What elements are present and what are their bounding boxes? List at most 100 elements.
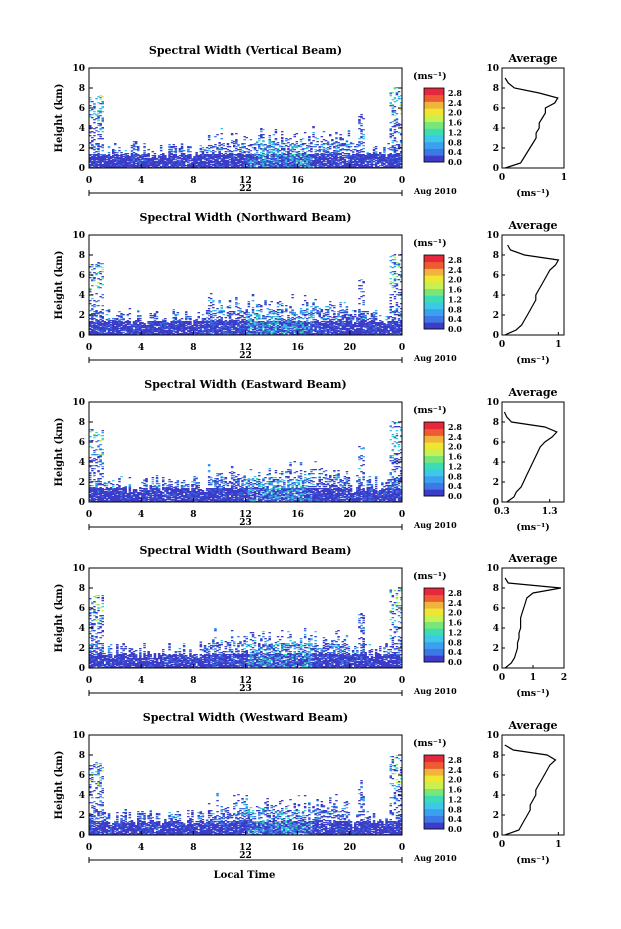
heatmap-cell — [101, 327, 104, 329]
heatmap-cell — [128, 159, 132, 161]
heatmap-cell — [224, 153, 228, 155]
heatmap-cell — [195, 320, 198, 322]
heatmap-cell — [339, 158, 342, 160]
heatmap-cell — [130, 324, 134, 326]
heatmap-cell — [109, 326, 113, 328]
heatmap-cell — [270, 323, 273, 325]
heatmap-cell — [276, 327, 280, 329]
heatmap-cell — [253, 163, 257, 165]
heatmap-cell — [281, 330, 284, 332]
heatmap-cell — [393, 155, 397, 157]
heatmap-cell — [343, 302, 347, 304]
heatmap-cell — [199, 329, 203, 331]
heatmap-cell — [354, 158, 357, 160]
heatmap-cell — [241, 164, 244, 166]
heatmap-cell — [112, 152, 115, 154]
heatmap-cell — [272, 331, 276, 333]
heatmap-cell — [291, 161, 294, 163]
heatmap-cell — [95, 329, 98, 331]
heatmap-cell — [249, 155, 253, 157]
heatmap-cell — [126, 166, 130, 168]
heatmap-cell — [306, 309, 309, 311]
heatmap-cell — [235, 164, 238, 166]
heatmap-cell — [230, 163, 234, 165]
heatmap-cell — [278, 161, 282, 163]
heatmap-cell — [159, 328, 163, 330]
heatmap-cell — [151, 162, 155, 164]
heatmap-cell — [343, 327, 347, 329]
heatmap-cell — [377, 162, 380, 164]
heatmap-cell — [364, 161, 367, 163]
heatmap-cell — [170, 322, 173, 324]
heatmap-cell — [324, 309, 328, 311]
heatmap-cell — [299, 317, 303, 319]
heatmap-cell — [247, 154, 251, 156]
heatmap-cell — [112, 324, 115, 326]
heatmap-cell — [201, 163, 205, 165]
heatmap-cell — [395, 119, 399, 121]
heatmap-cell — [341, 331, 344, 333]
heatmap-cell — [272, 166, 276, 168]
heatmap-cell — [185, 332, 188, 334]
heatmap-cell — [205, 159, 209, 161]
heatmap-cell — [270, 161, 273, 163]
heatmap-cell — [331, 158, 334, 160]
heatmap-cell — [178, 328, 182, 330]
colorbar-tick-label: 0.8 — [448, 137, 462, 147]
heatmap-cell — [176, 158, 180, 160]
heatmap-cell — [203, 154, 207, 156]
heatmap-cell — [205, 324, 209, 326]
heatmap-cell — [349, 159, 353, 161]
heatmap-cell — [260, 128, 263, 130]
heatmap-cell — [172, 313, 175, 315]
heatmap-cell — [362, 160, 365, 162]
heatmap-cell — [235, 141, 238, 143]
heatmap-cell — [374, 160, 378, 162]
heatmap-cell — [285, 140, 288, 142]
heatmap-cell — [107, 154, 111, 156]
heatmap-cell — [393, 120, 397, 122]
heatmap-cell — [178, 158, 182, 160]
heatmap-cell — [345, 331, 349, 333]
heatmap-cell — [383, 148, 386, 150]
heatmap-cell — [253, 155, 257, 157]
heatmap-cell — [101, 106, 104, 108]
heatmap-cell — [306, 332, 309, 334]
heatmap-cell — [389, 129, 392, 131]
heatmap-cell — [218, 165, 221, 167]
heatmap-cell — [89, 277, 92, 279]
heatmap-cell — [391, 110, 395, 112]
heatmap-cell — [360, 162, 363, 164]
heatmap-cell — [95, 151, 98, 153]
heatmap-cell — [224, 156, 228, 158]
heatmap-cell — [385, 160, 388, 162]
heatmap-cell — [182, 161, 186, 163]
heatmap-cell — [116, 157, 119, 159]
heatmap-cell — [274, 159, 278, 161]
heatmap-cell — [207, 157, 211, 159]
heatmap-cell — [291, 322, 294, 324]
heatmap-cell — [203, 327, 207, 329]
heatmap-cell — [260, 323, 263, 325]
heatmap-cell — [139, 324, 142, 326]
heatmap-cell — [137, 149, 140, 151]
heatmap-cell — [370, 157, 374, 159]
heatmap-cell — [235, 299, 238, 301]
heatmap-cell — [207, 297, 211, 299]
heatmap-cell — [316, 325, 319, 327]
heatmap-cell — [107, 311, 111, 313]
heatmap-cell — [241, 331, 244, 333]
heatmap-cell — [239, 155, 242, 157]
heatmap-cell — [381, 164, 384, 166]
heatmap-cell — [249, 153, 253, 155]
heatmap-cell — [124, 329, 127, 331]
heatmap-cell — [331, 326, 334, 328]
heatmap-cell — [187, 324, 190, 326]
heatmap-cell — [337, 154, 340, 156]
heatmap-cell — [132, 332, 136, 334]
heatmap-cell — [149, 332, 152, 334]
heatmap-cell — [366, 162, 369, 164]
heatmap-cell — [205, 329, 209, 331]
heatmap-cell — [226, 306, 230, 308]
heatmap-cell — [295, 147, 299, 149]
